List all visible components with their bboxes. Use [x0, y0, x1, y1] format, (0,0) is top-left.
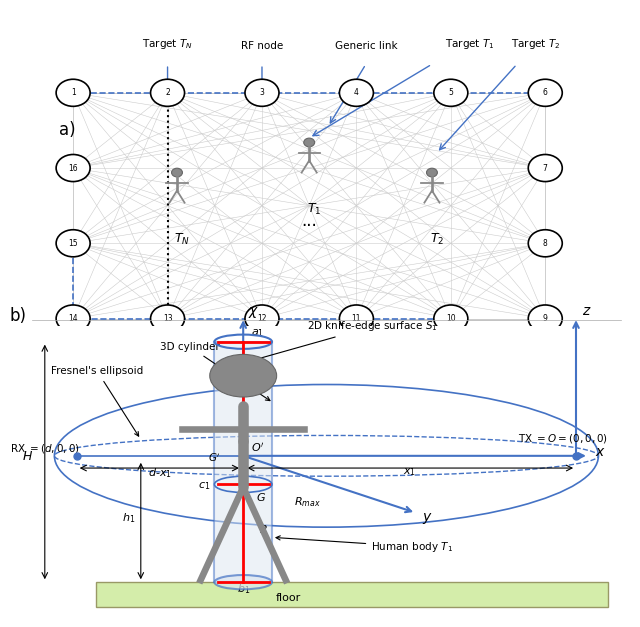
Text: RX $=(d,0,0)$: RX $=(d,0,0)$ [10, 442, 79, 455]
Text: $T_N$: $T_N$ [173, 232, 189, 247]
Text: Human body $T_1$: Human body $T_1$ [276, 536, 453, 554]
Text: a): a) [59, 122, 76, 139]
Text: 5: 5 [449, 88, 453, 97]
Text: 2D knife-edge surface $S_1$: 2D knife-edge surface $S_1$ [250, 320, 438, 362]
Circle shape [56, 305, 90, 332]
Circle shape [528, 154, 563, 182]
Text: $h_1$: $h_1$ [122, 511, 135, 525]
Text: $a_1$: $a_1$ [251, 327, 264, 339]
Text: 4: 4 [354, 88, 359, 97]
Ellipse shape [214, 575, 272, 589]
Text: 14: 14 [68, 314, 78, 323]
Text: 8: 8 [543, 239, 548, 248]
FancyBboxPatch shape [96, 582, 608, 607]
Text: RF node: RF node [241, 41, 283, 51]
Circle shape [245, 305, 279, 332]
Text: 9: 9 [543, 314, 548, 323]
Text: floor: floor [275, 593, 301, 603]
Text: 15: 15 [68, 239, 78, 248]
Text: b): b) [10, 307, 27, 325]
Circle shape [56, 79, 90, 107]
Text: $T_2$: $T_2$ [429, 232, 444, 247]
Circle shape [434, 305, 468, 332]
Circle shape [434, 79, 468, 107]
Text: $x_1$: $x_1$ [403, 466, 416, 478]
Circle shape [339, 79, 373, 107]
Circle shape [528, 229, 563, 257]
Text: 11: 11 [351, 314, 361, 323]
Text: 16: 16 [68, 164, 78, 172]
Circle shape [150, 79, 184, 107]
Text: $z$: $z$ [582, 304, 592, 319]
Circle shape [245, 79, 279, 107]
Text: 3D cylinder: 3D cylinder [160, 342, 270, 401]
Text: $d$-$x_1$: $d$-$x_1$ [148, 466, 172, 480]
Circle shape [528, 79, 563, 107]
Text: $v_1$: $v_1$ [237, 454, 249, 466]
Text: 1: 1 [71, 88, 76, 97]
Text: $R$: $R$ [259, 524, 268, 535]
Text: Target $T_2$: Target $T_2$ [511, 38, 561, 51]
Text: Target $T_N$: Target $T_N$ [142, 38, 193, 51]
Circle shape [150, 305, 184, 332]
Text: 12: 12 [257, 314, 267, 323]
FancyBboxPatch shape [214, 342, 272, 582]
Text: 2: 2 [165, 88, 170, 97]
Text: Target $T_1$: Target $T_1$ [445, 38, 495, 51]
Text: $G$: $G$ [256, 491, 266, 503]
Text: $G'$: $G'$ [208, 451, 221, 464]
Text: 6: 6 [543, 88, 548, 97]
Text: TX $=O=(0,0,0)$: TX $=O=(0,0,0)$ [518, 432, 609, 445]
Circle shape [426, 168, 437, 177]
Text: ...: ... [301, 212, 317, 229]
Circle shape [56, 154, 90, 182]
Text: Fresnel's ellipsoid: Fresnel's ellipsoid [51, 366, 143, 436]
Text: 10: 10 [446, 314, 456, 323]
Text: $b_1$: $b_1$ [237, 582, 250, 596]
Circle shape [304, 138, 315, 147]
Text: 13: 13 [163, 314, 172, 323]
Text: $H$: $H$ [22, 450, 33, 463]
Circle shape [172, 168, 182, 177]
Text: $R_{max}$: $R_{max}$ [294, 495, 321, 508]
Text: 3: 3 [260, 88, 264, 97]
Text: $\chi$: $\chi$ [248, 305, 260, 320]
Text: $x$: $x$ [595, 445, 606, 459]
Text: $T_1$: $T_1$ [307, 202, 321, 217]
Circle shape [339, 305, 373, 332]
Text: Generic link: Generic link [335, 41, 397, 51]
Text: $c_1$: $c_1$ [198, 480, 211, 492]
Text: $y$: $y$ [422, 511, 433, 526]
Circle shape [56, 229, 90, 257]
Text: 7: 7 [543, 164, 548, 172]
Text: $O'$: $O'$ [251, 441, 264, 454]
Circle shape [528, 305, 563, 332]
Circle shape [210, 354, 276, 397]
